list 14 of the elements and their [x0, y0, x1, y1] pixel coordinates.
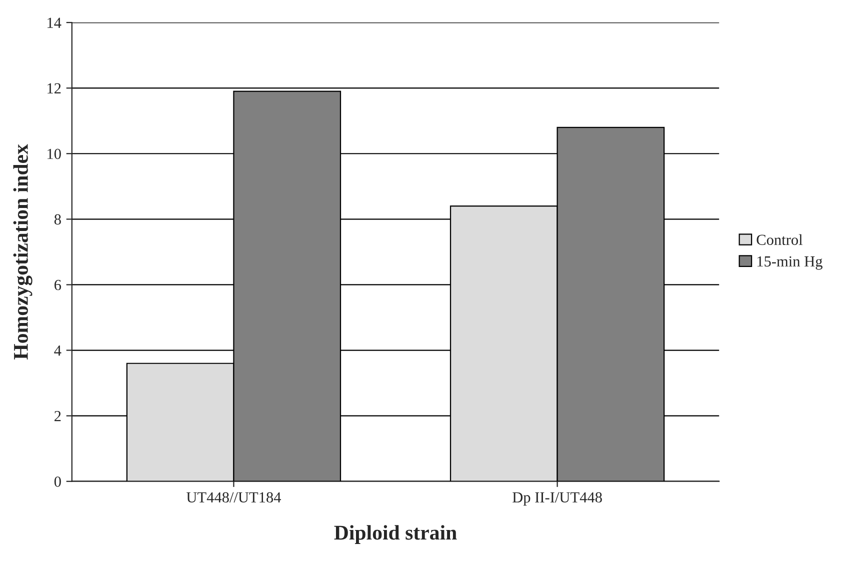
x-axis-title: Diploid strain	[334, 525, 457, 544]
y-axis-title: Homozygotization index	[13, 144, 32, 360]
y-tick-label: 0	[54, 476, 61, 487]
legend-label: 15-min Hg	[757, 256, 822, 270]
y-tick-label: 12	[48, 83, 61, 94]
y-tick-label: 6	[54, 280, 62, 290]
y-tick-label: 4	[54, 346, 62, 356]
y-tick-label: 14	[48, 18, 62, 28]
y-tick-label: 2	[54, 411, 61, 422]
y-tick-label: 8	[54, 214, 61, 225]
x-tick-label: Dp II-I/UT448	[512, 492, 602, 506]
legend-label: Control	[756, 234, 803, 245]
x-tick-label: UT448//UT184	[186, 492, 281, 503]
y-tick-label: 10	[48, 148, 61, 160]
